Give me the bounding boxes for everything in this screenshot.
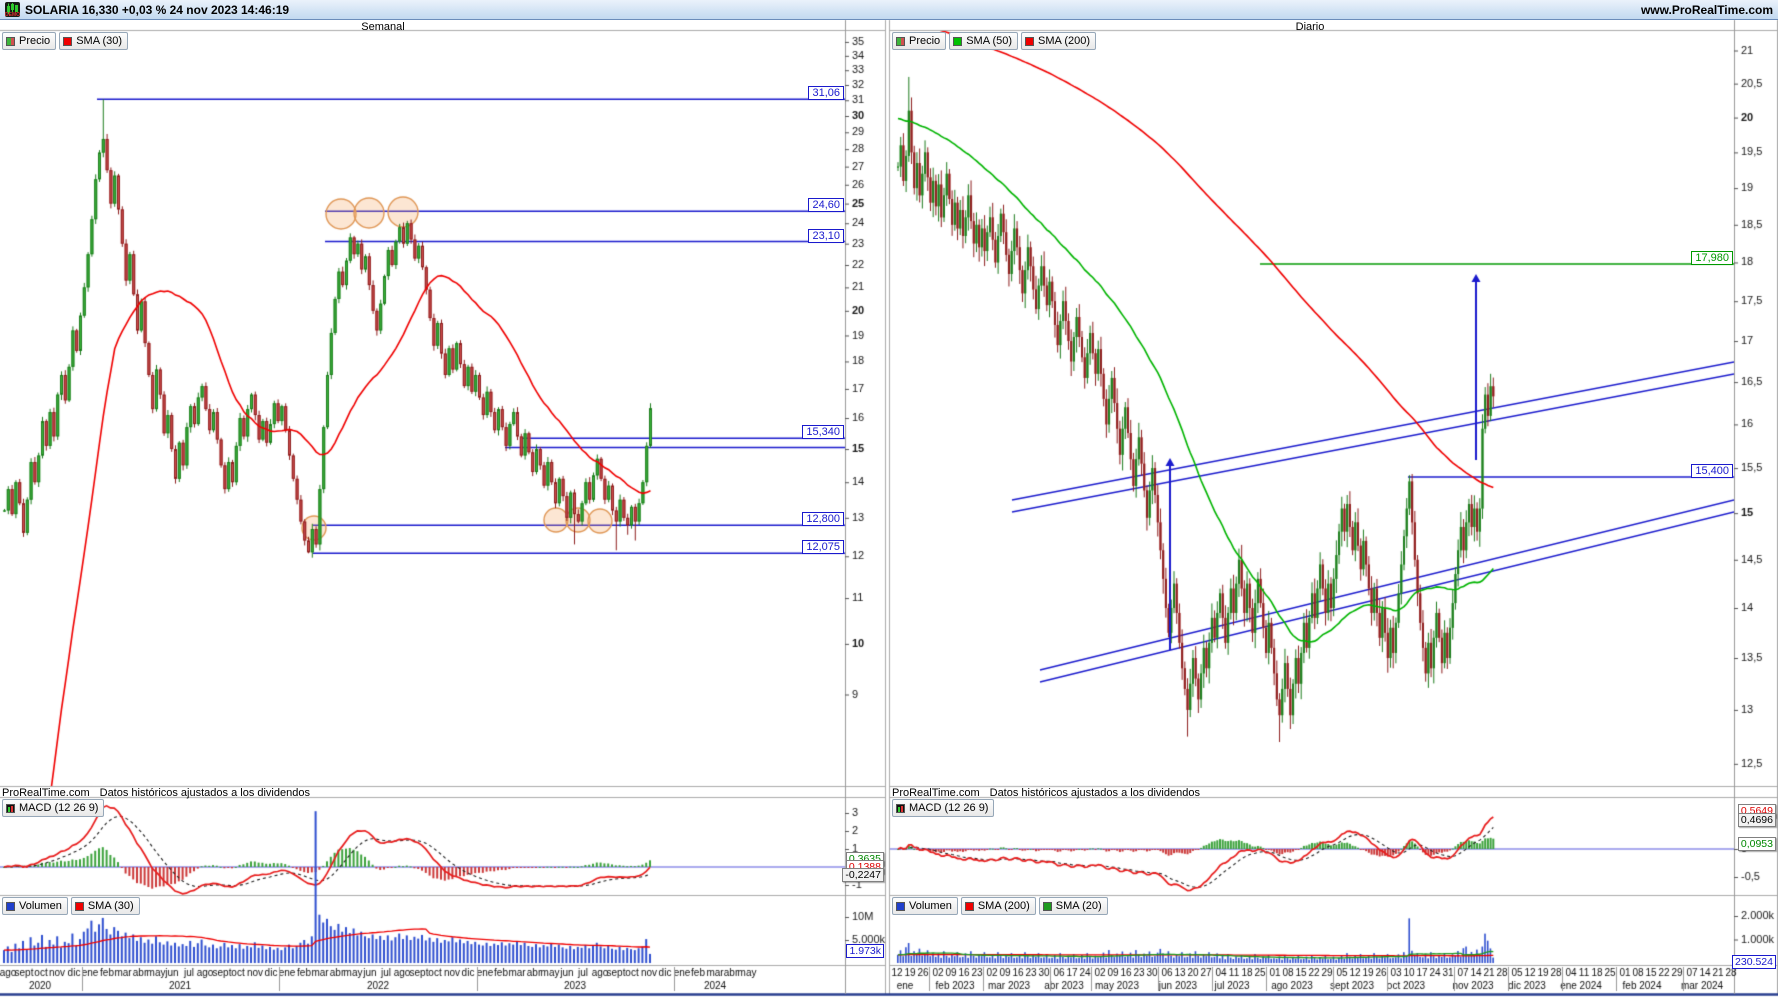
left-price-legend: Precio SMA (30) bbox=[2, 32, 129, 50]
left-volume-legend: Volumen SMA (30) bbox=[2, 897, 140, 915]
green-swatch-icon bbox=[1042, 901, 1052, 911]
left-chart-title: Semanal bbox=[361, 21, 405, 33]
symbol-quote-line: SOLARIA 16,330 +0,03 % 24 nov 2023 14:46… bbox=[25, 2, 290, 17]
price-level-label[interactable]: 23,10 bbox=[808, 228, 844, 243]
right-volume-current-value: 230.524 bbox=[1732, 955, 1776, 969]
right-macd-legend: MACD (12 26 9) bbox=[892, 799, 995, 817]
left-macd-signal-value: -0,2247 bbox=[842, 868, 884, 882]
legend-vol-sma20[interactable]: SMA (20) bbox=[1038, 897, 1108, 915]
legend-sma200[interactable]: SMA (200) bbox=[1021, 32, 1097, 50]
right-macd-signal-value: 0,4696 bbox=[1737, 813, 1776, 827]
price-level-label[interactable]: 12,800 bbox=[802, 512, 844, 527]
macd-swatch-icon bbox=[6, 803, 15, 813]
right-chart-title: Diario bbox=[1295, 21, 1325, 33]
red-swatch-icon bbox=[964, 901, 974, 911]
svg-text:DEMO: DEMO bbox=[5, 12, 20, 17]
right-chart-footer: ProRealTime.com Datos históricos ajustado… bbox=[892, 787, 1200, 799]
left-macd-legend: MACD (12 26 9) bbox=[2, 799, 105, 817]
right-macd-hist-value: 0,0953 bbox=[1737, 837, 1776, 851]
top-bar: DEMO SOLARIA 16,330 +0,03 % 24 nov 2023 … bbox=[0, 0, 1778, 20]
red-swatch-icon bbox=[74, 901, 84, 911]
legend-volumen[interactable]: Volumen bbox=[2, 897, 68, 915]
prorealtime-url: www.ProRealTime.com bbox=[1640, 2, 1773, 17]
price-swatch-icon bbox=[896, 36, 905, 46]
macd-swatch-icon bbox=[896, 803, 905, 813]
legend-vol-sma30[interactable]: SMA (30) bbox=[70, 897, 140, 915]
legend-macd[interactable]: MACD (12 26 9) bbox=[2, 799, 105, 817]
price-level-label[interactable]: 12,075 bbox=[802, 540, 844, 555]
legend-volumen[interactable]: Volumen bbox=[892, 897, 958, 915]
legend-precio[interactable]: Precio bbox=[892, 32, 947, 50]
price-level-label[interactable]: 17,980 bbox=[1691, 250, 1733, 265]
left-volume-current-value: 1.973k bbox=[846, 944, 884, 958]
legend-sma50[interactable]: SMA (50) bbox=[949, 32, 1019, 50]
legend-precio[interactable]: Precio bbox=[2, 32, 57, 50]
legend-macd[interactable]: MACD (12 26 9) bbox=[892, 799, 995, 817]
left-chart-footer: ProRealTime.com Datos históricos ajustado… bbox=[2, 787, 310, 799]
blue-swatch-icon bbox=[896, 901, 905, 911]
price-level-label[interactable]: 24,60 bbox=[808, 198, 844, 213]
right-volume-legend: Volumen SMA (200) SMA (20) bbox=[892, 897, 1108, 915]
price-level-label[interactable]: 15,340 bbox=[802, 425, 844, 440]
price-level-label[interactable]: 15,400 bbox=[1691, 463, 1733, 478]
red-swatch-icon bbox=[63, 36, 73, 46]
right-price-legend: Precio SMA (50) SMA (200) bbox=[892, 32, 1097, 50]
price-level-label[interactable]: 31,06 bbox=[808, 86, 844, 101]
green-swatch-icon bbox=[953, 36, 963, 46]
red-swatch-icon bbox=[1025, 36, 1035, 46]
demo-candlestick-icon: DEMO bbox=[5, 2, 20, 17]
legend-vol-sma200[interactable]: SMA (200) bbox=[960, 897, 1036, 915]
blue-swatch-icon bbox=[6, 901, 15, 911]
price-swatch-icon bbox=[6, 36, 15, 46]
legend-sma30[interactable]: SMA (30) bbox=[59, 32, 129, 50]
